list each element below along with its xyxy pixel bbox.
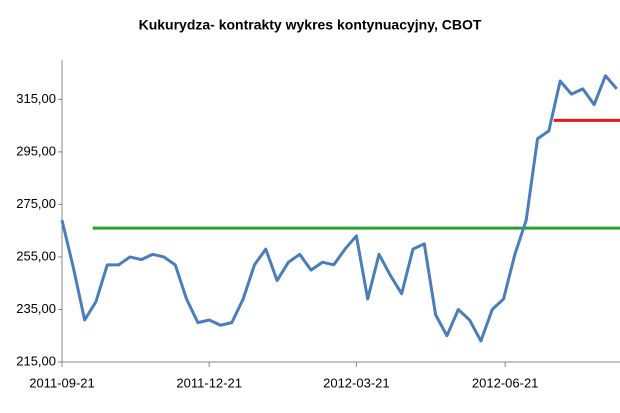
y-tick-label: 315,00 [16, 91, 56, 106]
y-tick-label: 215,00 [16, 353, 56, 368]
data-line [60, 74, 618, 343]
y-tick-label: 295,00 [16, 143, 56, 158]
y-tick-label: 255,00 [16, 248, 56, 263]
x-tick-label: 2011-09-21 [29, 375, 95, 390]
chart-title: Kukurydza- kontrakty wykres kontynuacyjn… [139, 17, 482, 33]
x-tick-label: 2011-12-21 [176, 375, 242, 390]
y-tick-label: 275,00 [16, 196, 56, 211]
x-tick-label: 2012-06-21 [472, 375, 539, 390]
y-tick-label: 235,00 [16, 301, 56, 316]
x-tick-label: 2012-03-21 [323, 375, 390, 390]
